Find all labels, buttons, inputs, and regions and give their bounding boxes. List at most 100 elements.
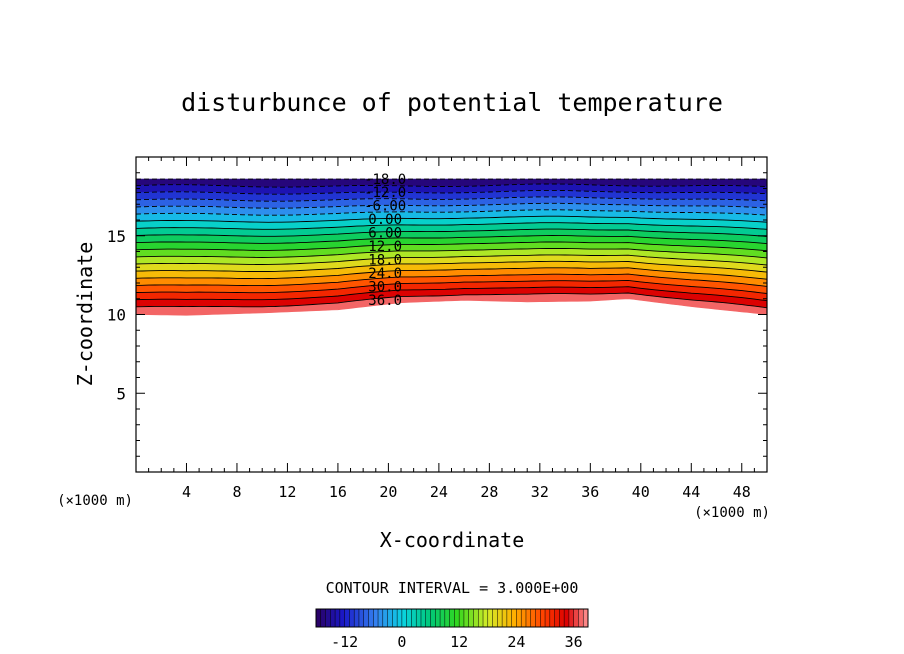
colorbar-swatch (545, 609, 551, 627)
colorbar-swatch (401, 609, 407, 627)
colorbar-swatch (440, 609, 446, 627)
colorbar-tick-label: 12 (450, 633, 468, 651)
colorbar-swatch (511, 609, 517, 627)
colorbar-swatch (530, 609, 536, 627)
contour-line (136, 189, 767, 195)
colorbar-swatch (349, 609, 355, 627)
colorbar-tick-label: -12 (331, 633, 358, 651)
colorbar-swatch (578, 609, 584, 627)
contour-label: -18.0 (364, 172, 406, 188)
colorbar-swatch (420, 609, 427, 627)
contour-label: 36.0 (368, 293, 402, 309)
contour-line (136, 196, 767, 202)
x-tick-label: 40 (632, 483, 650, 501)
colorbar-swatch (468, 609, 474, 627)
colorbar-swatch (435, 609, 441, 627)
contour-line (136, 273, 767, 287)
contour-label: -6.00 (364, 199, 406, 215)
contour-label: 30.0 (368, 279, 402, 295)
contour-line (136, 247, 767, 259)
colorbar-swatch (339, 609, 345, 627)
colorbar-swatch (397, 609, 403, 627)
colorbar-swatch (497, 609, 503, 627)
x-tick-label: 48 (733, 483, 751, 501)
y-axis-label: Z-coordinate (73, 242, 97, 387)
contour-line (136, 286, 767, 302)
colorbar-frame (315, 608, 589, 628)
colorbar-swatch (492, 609, 498, 627)
contour-line (136, 222, 767, 230)
y-tick-label: 10 (107, 306, 126, 325)
colorbar-swatch (344, 609, 350, 627)
colorbar-swatch (463, 609, 470, 627)
x-axis-unit-label: (×1000 m) (694, 505, 770, 521)
colorbar-swatch (316, 609, 322, 627)
colorbar-swatch (425, 609, 431, 627)
colorbar-tick-label: 24 (507, 633, 525, 651)
colorbar-swatch (525, 609, 532, 627)
y-tick-label: 5 (116, 384, 126, 403)
colorbar-swatch (516, 609, 522, 627)
colorbar-swatch (506, 609, 512, 627)
colorbar-swatch (335, 609, 341, 627)
x-tick-label: 16 (329, 483, 347, 501)
contour-line (136, 241, 767, 252)
contour-line (136, 215, 767, 223)
x-tick-label: 4 (182, 483, 191, 501)
colorbar-swatch (521, 609, 527, 627)
contour-line (136, 235, 767, 245)
colorbar-swatch (354, 609, 360, 627)
contour-line (136, 202, 767, 209)
contour-label: 18.0 (368, 253, 402, 269)
colorbar-swatch (430, 609, 436, 627)
x-tick-label: 36 (581, 483, 599, 501)
colorbar-swatch (549, 609, 555, 627)
x-axis-ticks: 4 8 12 16 20 24 28 32 36 40 44 48 (148, 157, 755, 501)
contour-lines (136, 178, 767, 309)
colorbar-swatch (373, 609, 379, 627)
contour-line (136, 279, 767, 294)
y-axis-ticks: 5 10 15 (107, 172, 767, 457)
contour-line (136, 209, 767, 216)
contour-label: 12.0 (368, 239, 402, 255)
x-axis-label: X-coordinate (380, 528, 525, 552)
colorbar-swatch (454, 609, 460, 627)
colorbar-swatch (330, 609, 336, 627)
colorbar-swatch (564, 609, 570, 627)
colorbar-swatch (358, 609, 365, 627)
colorbar-swatch (411, 609, 417, 627)
colorbar-swatch (535, 609, 541, 627)
colorbar-swatch (392, 609, 398, 627)
colorbar-swatch (559, 609, 565, 627)
chart-title: disturbunce of potential temperature (181, 88, 723, 117)
y-tick-label: 15 (107, 227, 126, 246)
contour-line (136, 267, 767, 280)
colorbar-swatch (387, 609, 393, 627)
colorbar-swatch (459, 609, 465, 627)
contour-label: 0.00 (368, 212, 402, 228)
x-tick-label: 32 (531, 483, 549, 501)
contour-line (136, 254, 767, 266)
colorbar-swatch (368, 609, 374, 627)
colorbar-tick-label: 36 (565, 633, 583, 651)
colorbar-swatch (502, 609, 508, 627)
x-tick-label: 12 (278, 483, 296, 501)
colorbar-swatch (449, 609, 455, 627)
colorbar-swatch (478, 609, 484, 627)
colorbar-swatch (416, 609, 422, 627)
contour-label: 6.00 (368, 226, 402, 242)
colorbar-swatch (473, 609, 479, 627)
colorbar-tick-label: 0 (397, 633, 406, 651)
x-tick-label: 24 (430, 483, 448, 501)
contour-line (136, 183, 767, 188)
x-tick-label: 28 (480, 483, 498, 501)
colorbar-swatch (487, 609, 493, 627)
colorbar-swatch (444, 609, 450, 627)
colorbar-swatch (573, 609, 579, 627)
y-axis-unit-label: (×1000 m) (57, 493, 133, 509)
colorbar-swatch (320, 609, 326, 627)
colorbar-swatch (554, 609, 560, 627)
colorbar-swatch (363, 609, 369, 627)
x-tick-label: 44 (682, 483, 700, 501)
